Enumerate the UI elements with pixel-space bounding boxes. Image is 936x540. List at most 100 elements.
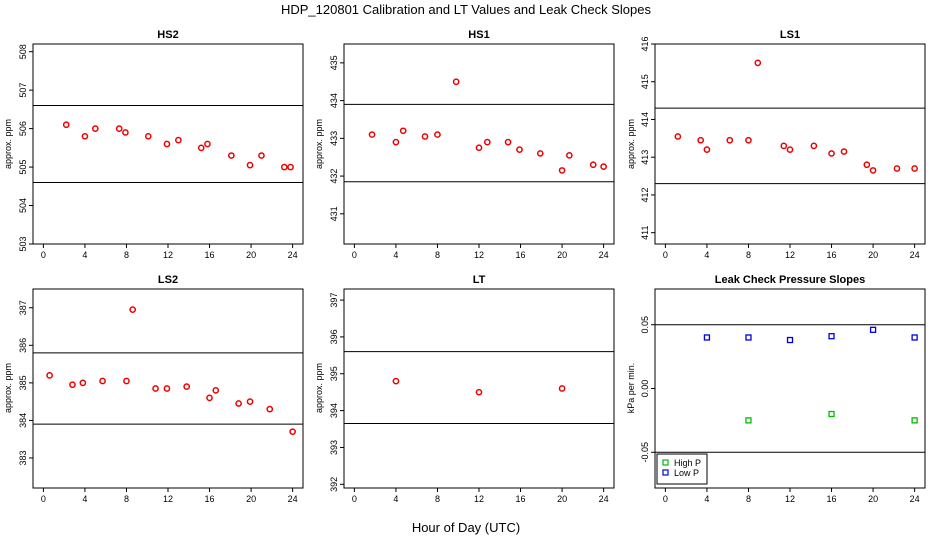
panel-leak-check: Leak Check Pressure Slopes kPa per min. <box>626 274 865 413</box>
x-tick-label: 20 <box>246 250 256 260</box>
y-tick-label: 385 <box>18 375 28 390</box>
legend-marker-low-p <box>662 469 669 476</box>
data-point <box>246 398 254 405</box>
x-tick-label: 0 <box>352 494 357 504</box>
x-tick-label: 0 <box>41 494 46 504</box>
data-point <box>115 125 123 132</box>
y-tick-label: 508 <box>18 44 28 59</box>
data-point <box>227 152 235 159</box>
x-tick-label: 0 <box>663 494 668 504</box>
y-tick-label: 0.05 <box>640 316 650 334</box>
x-tick-label: 8 <box>746 494 751 504</box>
x-tick-label: 4 <box>82 250 87 260</box>
legend-label-high-p: High P <box>674 458 701 468</box>
data-point <box>46 372 53 379</box>
data-point <box>129 306 137 314</box>
data-point <box>745 334 752 341</box>
x-tick-label: 0 <box>41 250 46 260</box>
plot-frame <box>32 288 304 489</box>
data-point <box>869 326 877 333</box>
data-point <box>674 133 682 140</box>
panel-title: LS2 <box>158 274 178 286</box>
figure-title: HDP_120801 Calibration and LT Values and… <box>281 2 652 17</box>
y-tick-label: 393 <box>329 440 339 455</box>
x-tick-label: 8 <box>746 250 751 260</box>
data-point <box>399 127 407 135</box>
x-tick-label: 12 <box>785 494 795 504</box>
data-point <box>258 152 265 159</box>
x-tick-label: 0 <box>663 250 668 260</box>
y-axis-label: approx. ppm <box>3 363 13 413</box>
data-point <box>745 136 752 144</box>
y-tick-label: 387 <box>18 300 28 315</box>
x-tick-label: 20 <box>246 494 256 504</box>
y-tick-label: 505 <box>18 160 28 175</box>
x-tick-label: 16 <box>205 494 215 504</box>
x-tick-label: 12 <box>474 494 484 504</box>
x-tick-label: 4 <box>393 494 398 504</box>
data-point <box>893 165 901 172</box>
x-tick-label: 20 <box>868 250 878 260</box>
data-point <box>287 163 294 171</box>
panel-title: Leak Check Pressure Slopes <box>715 274 865 286</box>
plot-area: 0 4 8 12 16 20 24 503 504 505 506 507 508 <box>18 43 304 260</box>
plot-frame <box>343 288 615 489</box>
data-point <box>204 140 211 148</box>
x-tick-label: 24 <box>599 494 609 504</box>
x-tick-label: 20 <box>868 494 878 504</box>
y-tick-label: 383 <box>18 450 28 465</box>
data-point <box>475 388 483 396</box>
x-tick-label: 24 <box>599 250 609 260</box>
plot-area: 0 4 8 12 16 20 24 -0.05 0.00 0.05 <box>640 288 926 504</box>
legend-box <box>656 453 708 485</box>
panel-title: HS2 <box>157 29 178 41</box>
y-axis-label: approx. ppm <box>314 119 324 169</box>
plot-area: 0 4 8 12 16 20 24 431 432 433 434 435 <box>329 43 615 260</box>
data-point <box>589 161 597 169</box>
data-point <box>475 144 483 152</box>
legend-marker-high-p <box>662 459 669 466</box>
data-point <box>212 387 220 394</box>
data-point <box>703 146 711 154</box>
x-tick-label: 24 <box>288 250 298 260</box>
data-point <box>828 410 835 418</box>
y-tick-label: 412 <box>640 187 650 202</box>
x-tick-label: 24 <box>910 250 920 260</box>
y-tick-label: -0.05 <box>640 442 650 463</box>
panel-hs1: HS1 approx. ppm <box>314 29 490 169</box>
legend: High P Low P <box>656 453 708 485</box>
panel-title: LS1 <box>780 29 800 41</box>
data-point <box>99 377 106 385</box>
data-point <box>786 336 794 344</box>
x-tick-label: 4 <box>704 494 709 504</box>
data-point <box>840 148 848 155</box>
x-tick-label: 8 <box>124 250 129 260</box>
data-point <box>163 140 171 148</box>
data-point <box>869 167 877 174</box>
data-point <box>558 385 566 392</box>
data-point <box>565 151 573 159</box>
plot-frame <box>32 43 304 245</box>
x-tick-label: 20 <box>557 494 567 504</box>
data-point <box>754 59 762 67</box>
y-tick-label: 415 <box>640 74 650 89</box>
plot-area: 0 4 8 12 16 20 24 383 384 385 386 387 <box>18 288 304 504</box>
y-tick-label: 434 <box>329 93 339 108</box>
y-tick-label: 414 <box>640 112 650 127</box>
data-point <box>504 138 512 146</box>
x-tick-label: 8 <box>435 250 440 260</box>
y-tick-label: 432 <box>329 169 339 184</box>
x-tick-label: 4 <box>393 250 398 260</box>
data-point <box>163 385 171 392</box>
data-point <box>911 165 918 172</box>
data-point <box>911 417 918 424</box>
data-point <box>392 138 400 146</box>
data-point <box>79 379 87 387</box>
data-point <box>536 150 544 157</box>
data-point <box>175 136 182 144</box>
y-tick-label: 411 <box>640 225 650 239</box>
x-tick-label: 16 <box>516 494 526 504</box>
panel-ls1: LS1 approx. ppm <box>626 29 800 169</box>
x-tick-label: 8 <box>435 494 440 504</box>
panel-lt: LT approx. ppm <box>314 274 486 413</box>
